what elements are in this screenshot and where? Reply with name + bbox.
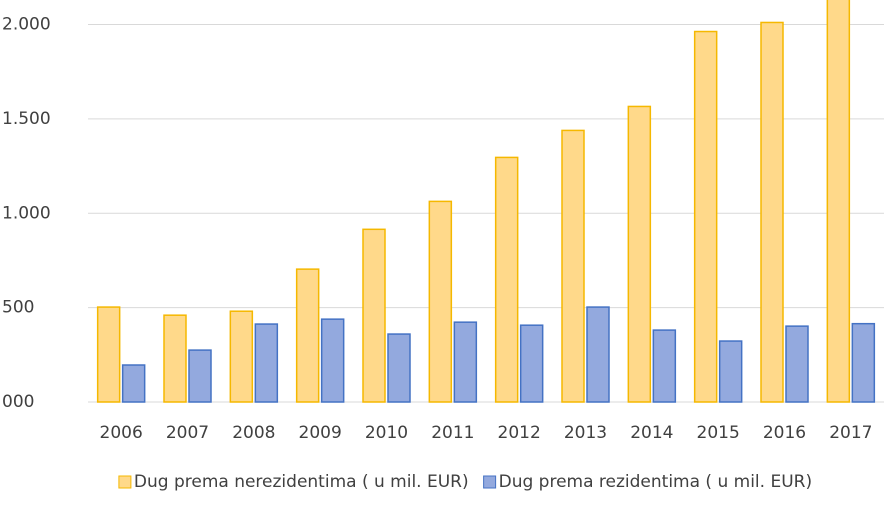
bar bbox=[561, 129, 585, 403]
bar bbox=[826, 0, 851, 403]
bar bbox=[519, 324, 544, 403]
bar bbox=[163, 314, 187, 403]
x-tick-label: 2006 bbox=[100, 423, 143, 443]
bar bbox=[229, 310, 254, 403]
x-tick-label: 2009 bbox=[299, 423, 342, 443]
legend-label: Dug prema nerezidentima ( u mil. EUR) bbox=[134, 472, 469, 492]
bar bbox=[586, 306, 610, 403]
y-tick-label: 000 bbox=[2, 392, 34, 412]
bar bbox=[718, 340, 743, 403]
x-tick-label: 2014 bbox=[630, 423, 673, 443]
bar bbox=[295, 268, 320, 403]
bar bbox=[387, 333, 411, 403]
bar bbox=[320, 318, 345, 403]
x-tick-label: 2007 bbox=[166, 423, 209, 443]
y-tick-label: 500 bbox=[2, 298, 34, 318]
y-tick-label: 2.000 bbox=[2, 15, 51, 35]
x-tick-label: 2017 bbox=[829, 423, 872, 443]
bar bbox=[188, 349, 212, 403]
bar bbox=[494, 156, 519, 403]
bar bbox=[453, 321, 478, 403]
x-tick-label: 2010 bbox=[365, 423, 408, 443]
x-tick-label: 2016 bbox=[763, 423, 806, 443]
bar bbox=[760, 21, 784, 403]
bar bbox=[362, 228, 386, 403]
bar bbox=[254, 323, 279, 403]
y-tick-label: 1.000 bbox=[2, 203, 51, 223]
x-tick-label: 2015 bbox=[697, 423, 740, 443]
bar bbox=[428, 200, 453, 403]
bar bbox=[121, 364, 146, 403]
x-tick-label: 2013 bbox=[564, 423, 607, 443]
bar bbox=[96, 306, 121, 403]
x-tick-label: 2012 bbox=[498, 423, 541, 443]
bar bbox=[627, 105, 652, 403]
y-tick-label: 1.500 bbox=[2, 109, 51, 129]
bar bbox=[785, 325, 809, 403]
bar bbox=[652, 329, 677, 403]
legend-swatch bbox=[483, 475, 497, 489]
bar bbox=[851, 322, 876, 403]
legend-label: Dug prema rezidentima ( u mil. EUR) bbox=[499, 472, 812, 492]
bar bbox=[693, 30, 718, 403]
x-tick-label: 2011 bbox=[431, 423, 474, 443]
legend-swatch bbox=[118, 475, 132, 489]
x-tick-label: 2008 bbox=[232, 423, 275, 443]
